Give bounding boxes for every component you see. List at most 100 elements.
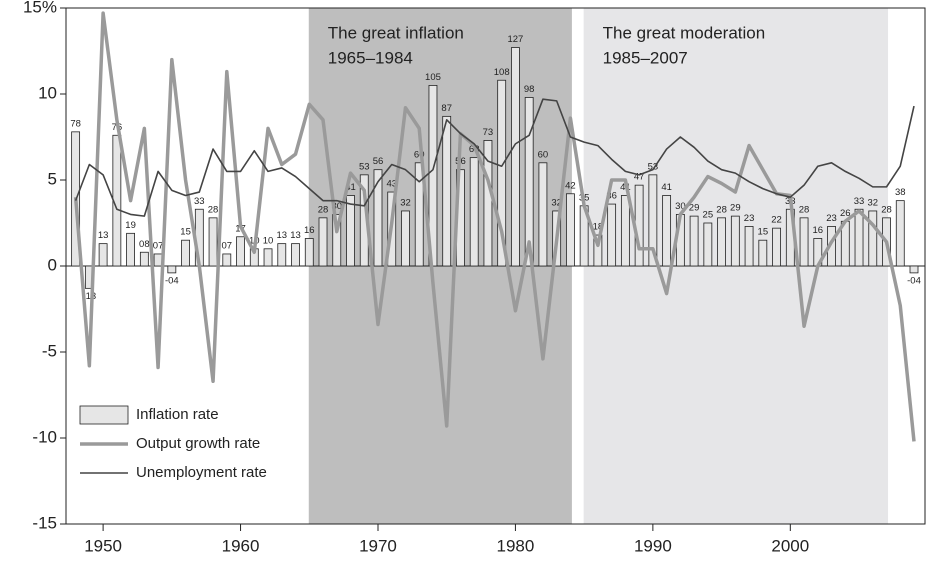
x-tick-label: 1950 xyxy=(84,536,122,555)
data-label: 30 xyxy=(675,201,686,212)
data-label: 38 xyxy=(895,187,906,198)
data-label: 13 xyxy=(98,230,109,241)
bar xyxy=(703,222,713,267)
data-label: 42 xyxy=(565,180,576,191)
data-label: 08 xyxy=(139,239,150,250)
bar xyxy=(648,174,658,267)
x-tick-label: 1970 xyxy=(359,536,397,555)
bar xyxy=(236,236,245,267)
data-label: 32 xyxy=(400,197,411,208)
data-label: 16 xyxy=(304,225,315,236)
data-label: 28 xyxy=(881,204,892,215)
bar xyxy=(607,203,617,267)
bar xyxy=(414,162,424,267)
bar xyxy=(511,47,520,267)
data-label: 26 xyxy=(840,208,851,219)
data-label: 43 xyxy=(386,179,397,190)
data-label: 28 xyxy=(318,204,329,215)
y-tick-label: -10 xyxy=(32,427,57,446)
y-tick-label: 15% xyxy=(23,0,57,16)
data-label: 73 xyxy=(483,127,494,138)
data-label: 19 xyxy=(125,220,136,231)
bar xyxy=(799,217,809,267)
data-label: 87 xyxy=(441,103,452,114)
data-label: 78 xyxy=(70,118,81,129)
data-label: 47 xyxy=(634,172,645,183)
bar xyxy=(717,217,726,267)
data-label: 60 xyxy=(538,149,549,160)
data-label: 07 xyxy=(222,240,233,251)
data-label: 32 xyxy=(867,197,878,208)
y-tick-label: 10 xyxy=(38,83,57,102)
y-tick-label: -15 xyxy=(32,513,57,532)
bar xyxy=(895,200,905,267)
bar xyxy=(497,79,507,267)
data-label: 56 xyxy=(373,156,384,167)
bar xyxy=(277,243,287,267)
y-tick-label: -5 xyxy=(42,341,57,360)
bar xyxy=(730,215,740,267)
data-label: 108 xyxy=(494,67,510,78)
bar xyxy=(318,217,328,267)
data-label: 13 xyxy=(276,230,287,241)
data-label: 33 xyxy=(854,196,865,207)
bar xyxy=(401,210,410,267)
period-range: 1965–1984 xyxy=(328,48,413,67)
bar xyxy=(181,239,190,267)
bar xyxy=(291,243,300,267)
bar xyxy=(772,227,781,267)
data-label: 29 xyxy=(730,203,741,214)
legend-label: Output growth rate xyxy=(136,435,260,452)
data-label: 33 xyxy=(194,196,205,207)
bar xyxy=(524,97,534,267)
bar xyxy=(373,169,383,267)
x-tick-label: 1980 xyxy=(497,536,535,555)
series-line xyxy=(74,98,915,217)
x-tick-label: 2000 xyxy=(771,536,809,555)
x-tick-label: 1960 xyxy=(222,536,260,555)
data-label: 53 xyxy=(359,161,370,172)
bar xyxy=(483,140,493,267)
period-name: The great inflation xyxy=(328,23,464,42)
bar xyxy=(126,232,135,267)
bar xyxy=(208,217,218,267)
legend-label: Unemployment rate xyxy=(136,464,267,481)
data-label: 41 xyxy=(661,182,672,193)
data-label: 105 xyxy=(425,72,441,83)
bar xyxy=(662,195,672,267)
data-label: 98 xyxy=(524,84,535,95)
data-label: 07 xyxy=(153,240,164,251)
bar xyxy=(304,238,314,267)
data-label: 15 xyxy=(758,227,769,238)
legend-label: Inflation rate xyxy=(136,406,219,423)
bar xyxy=(758,239,768,267)
data-label: 36 xyxy=(606,191,617,202)
data-label: 30 xyxy=(331,201,342,212)
period-range: 1985–2007 xyxy=(603,48,688,67)
data-label: 28 xyxy=(716,204,727,215)
series-line xyxy=(73,11,916,442)
data-label: 127 xyxy=(507,34,523,45)
data-label: 60 xyxy=(414,149,425,160)
data-label: 29 xyxy=(689,203,700,214)
bar xyxy=(153,253,163,267)
legend-swatch xyxy=(79,405,129,425)
bar xyxy=(689,215,699,267)
data-label: 28 xyxy=(208,204,219,215)
x-tick-label: 1990 xyxy=(634,536,672,555)
data-label: 25 xyxy=(703,210,714,221)
bar xyxy=(868,210,878,267)
data-label: -13 xyxy=(82,291,96,302)
bar xyxy=(854,208,864,267)
bar xyxy=(263,248,273,267)
data-label: 23 xyxy=(744,213,755,224)
bar xyxy=(222,253,232,267)
bar xyxy=(538,162,548,267)
data-label: -04 xyxy=(907,275,921,286)
data-label: 16 xyxy=(813,225,824,236)
bar xyxy=(634,184,644,267)
data-label: 10 xyxy=(263,235,274,246)
period-name: The great moderation xyxy=(603,23,766,42)
bar xyxy=(566,193,575,267)
